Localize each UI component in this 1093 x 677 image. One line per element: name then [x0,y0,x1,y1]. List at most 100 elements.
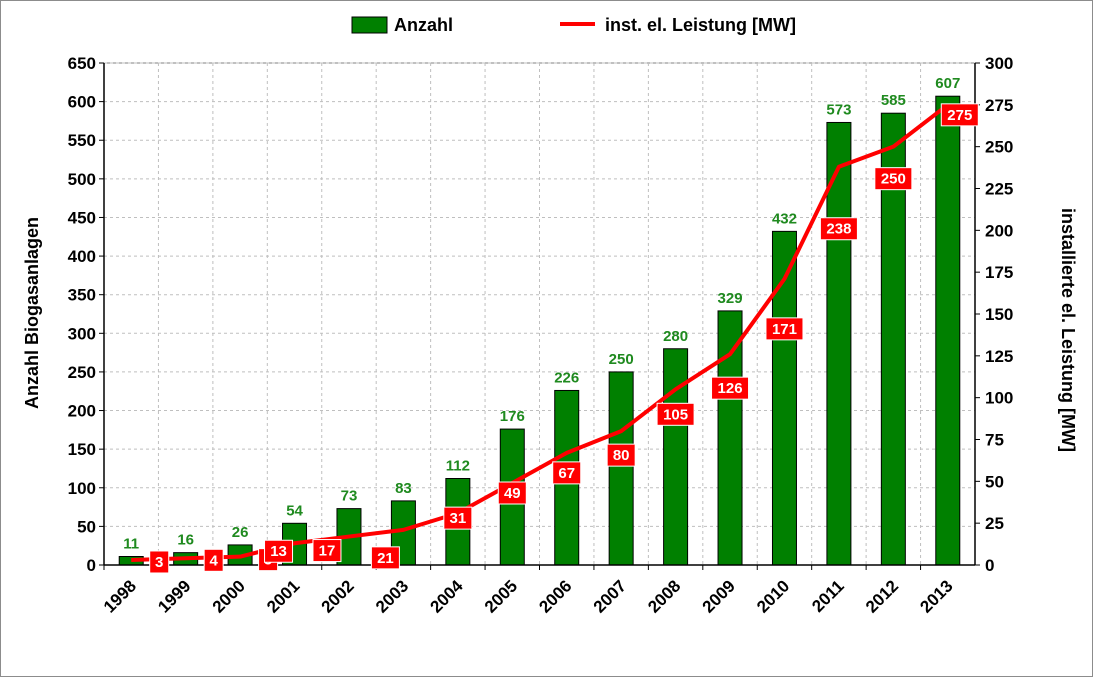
bar-value-label: 280 [663,328,688,345]
line-value-box [552,461,582,485]
x-tick-label: 2013 [916,576,956,616]
bar [826,121,852,566]
line-value-label: 13 [270,543,287,560]
x-tick-label: 1999 [154,576,194,616]
line-value-box [264,539,294,563]
y-tick-label-left: 500 [68,170,96,189]
y-tick-label-right: 200 [985,221,1013,240]
line-value-label: 21 [377,550,394,567]
legend: Anzahl inst. el. Leistung [MW] [351,15,796,35]
bar-value-label: 26 [232,524,249,541]
y-tick-label-left: 600 [68,93,96,112]
line-value-box [711,376,750,400]
bar-value-label: 83 [395,480,412,497]
x-tick-label: 2000 [209,576,249,616]
x-tick-label: 2010 [753,576,793,616]
y-tick-label-left: 250 [68,363,96,382]
line-value-box [606,443,636,467]
y-tick-label-right: 0 [985,556,994,575]
bar [663,348,689,566]
x-tick-label: 1998 [100,576,140,616]
bar [935,95,961,566]
line-value-box [312,539,342,563]
bar-value-label: 11 [123,536,139,553]
line-value-box [656,402,695,426]
line-value-label: 4 [209,552,218,569]
line-value-label: 275 [947,107,972,124]
x-tick-label: 2005 [481,576,521,616]
y-tick-label-left: 550 [68,131,96,150]
line-value-label: 49 [504,485,521,502]
bar-value-label: 226 [554,369,579,386]
bar-value-label: 432 [772,210,797,227]
x-tick-label: 2011 [808,576,848,616]
x-tick-label: 2001 [263,576,303,616]
y-tick-label-left: 300 [68,324,96,343]
line-value-box [819,217,858,241]
line-value-box [765,317,804,341]
y-tick-label-left: 200 [68,402,96,421]
line-value-label: 250 [881,171,906,188]
line-value-box [874,167,913,191]
bar-value-label: 176 [500,408,525,425]
line-value-label: 238 [826,221,851,238]
y-tick-label-right: 75 [985,431,1004,450]
x-tick-label: 2006 [535,576,575,616]
y-axis-title-right: installierte el. Leistung [MW] [1058,208,1078,452]
y-tick-label-right: 150 [985,305,1013,324]
y-tick-label-right: 125 [985,347,1013,366]
bar-value-label: 250 [609,351,634,368]
y-tick-label-left: 0 [87,556,96,575]
line-value-label: 105 [663,406,688,423]
legend-bar-swatch [351,16,388,34]
y-tick-label-left: 50 [77,517,96,536]
line-value-box [203,548,224,572]
y-axis-title-left: Anzahl Biogasanlagen [22,217,42,409]
bar [608,371,634,566]
bar-value-label: 573 [826,101,851,118]
line-value-label: 31 [450,510,467,527]
y-tick-label-right: 300 [985,54,1013,73]
x-tick-label: 2003 [372,576,412,616]
line-value-label: 17 [319,543,336,560]
bar-value-label: 16 [177,532,194,549]
y-tick-label-right: 250 [985,138,1013,157]
y-tick-label-right: 275 [985,96,1013,115]
bar-value-label: 54 [286,502,303,519]
line-value-label: 80 [613,447,630,464]
x-tick-label: 2012 [862,576,902,616]
x-tick-label: 2007 [590,576,630,616]
y-tick-label-left: 100 [68,479,96,498]
x-tick-label: 2004 [426,576,467,617]
bar-value-label: 73 [341,488,358,505]
y-tick-label-left: 650 [68,54,96,73]
line-value-label: 67 [558,465,575,482]
line-value-box [149,550,170,574]
line-value-box [443,506,473,530]
bar-value-label: 585 [881,92,906,109]
y-tick-label-right: 225 [985,180,1013,199]
line-value-label: 126 [718,380,743,397]
y-tick-label-left: 350 [68,286,96,305]
y-tick-label-left: 400 [68,247,96,266]
y-tick-label-right: 100 [985,389,1013,408]
bar-value-label: 112 [446,458,470,475]
x-tick-label: 2009 [699,576,739,616]
bar-value-label: 607 [935,75,960,92]
line-value-box [940,103,979,127]
y-tick-label-right: 25 [985,514,1004,533]
x-tick-label: 2008 [644,576,684,616]
line-value-box [497,481,527,505]
bar [717,310,743,566]
y-tick-label-left: 150 [68,440,96,459]
legend-bar-label: Anzahl [394,15,453,35]
line-value-box [370,546,400,570]
line-value-label: 171 [772,321,797,338]
data-labels: 11 16 26 54 73 83 112 176 226 250 280 329 432 573 585 6… [123,75,979,574]
x-tick-label: 2002 [318,576,358,616]
y-tick-label-left: 450 [68,208,96,227]
line-value-label: 3 [155,554,163,571]
y-tick-label-right: 175 [985,263,1013,282]
y-tick-label-right: 50 [985,472,1004,491]
